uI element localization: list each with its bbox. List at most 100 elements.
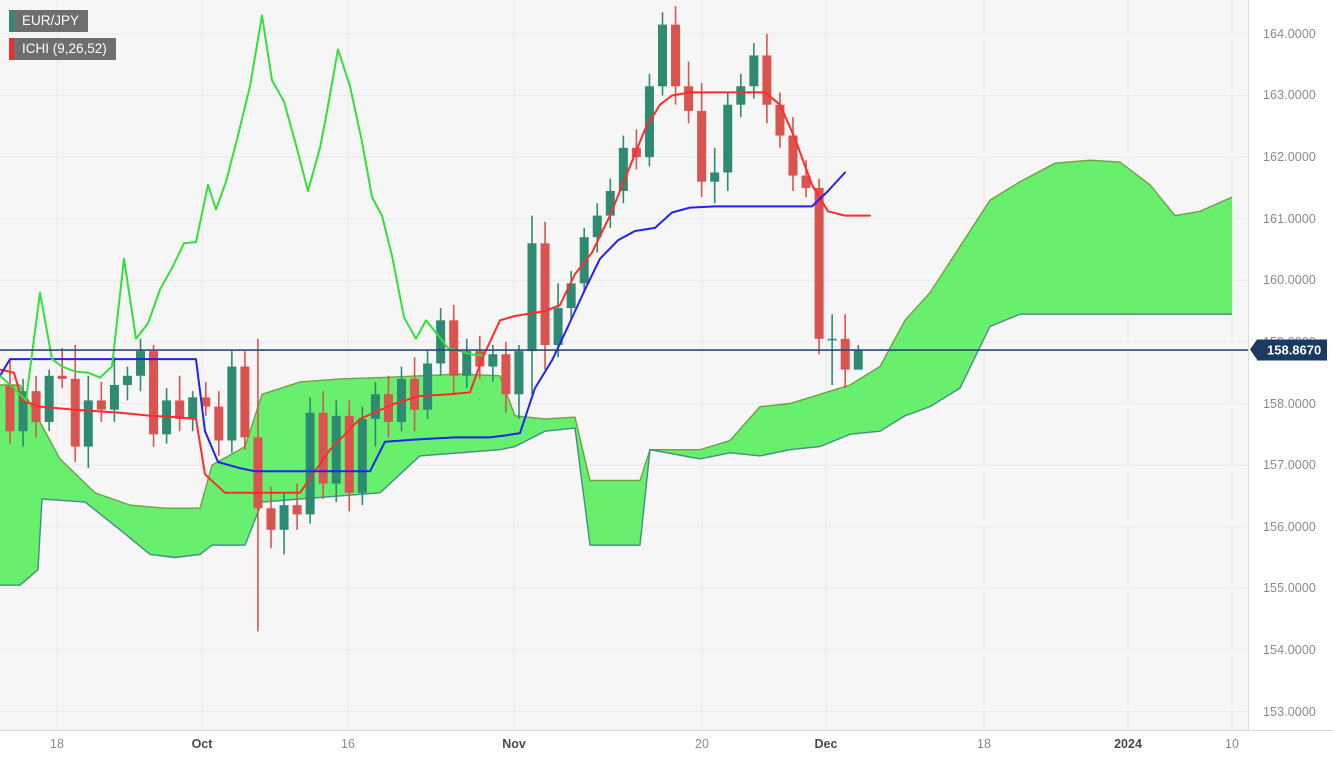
candle-body[interactable] [96, 400, 106, 410]
candle-body[interactable] [488, 354, 498, 367]
candle-body[interactable] [853, 349, 863, 370]
candle-body[interactable] [214, 406, 224, 441]
legend-symbol-label: EUR/JPY [14, 10, 89, 32]
candle-body[interactable] [149, 351, 159, 435]
candle-body[interactable] [592, 215, 602, 238]
candle-body[interactable] [279, 505, 289, 530]
time-tick-label: Oct [191, 737, 213, 751]
last-price-badge: 158.8670 [1249, 339, 1328, 361]
candle-body[interactable] [736, 86, 746, 105]
price-tick-label: 163.0000 [1263, 88, 1316, 103]
candle-body[interactable] [684, 86, 694, 111]
candle-body[interactable] [814, 187, 824, 339]
candle-body[interactable] [201, 397, 211, 407]
kijun-sen-line [0, 171, 846, 473]
candle-body[interactable] [175, 400, 185, 419]
candle-body[interactable] [449, 320, 459, 376]
candle-body[interactable] [266, 508, 276, 530]
candle-body[interactable] [749, 55, 759, 87]
candle-swatch-icon [9, 10, 14, 32]
time-tick-label: 2024 [1114, 737, 1142, 751]
candle-body[interactable] [514, 351, 524, 395]
candle-body[interactable] [305, 412, 315, 515]
price-tick-label: 160.0000 [1263, 273, 1316, 288]
candle-body[interactable] [83, 400, 93, 447]
candle-body[interactable] [331, 415, 341, 484]
candle-body[interactable] [44, 375, 54, 422]
candle-body[interactable] [136, 351, 145, 376]
candle-body[interactable] [18, 391, 28, 432]
candle-body[interactable] [31, 391, 41, 422]
candle-body[interactable] [775, 104, 785, 136]
price-tick-label: 157.0000 [1263, 458, 1316, 473]
candle-body[interactable] [579, 237, 589, 284]
price-tick-label: 158.0000 [1263, 396, 1316, 411]
price-tick-label: 156.0000 [1263, 519, 1316, 534]
candle-body[interactable] [671, 24, 681, 87]
price-tick-label: 155.0000 [1263, 581, 1316, 596]
candle-body[interactable] [475, 351, 485, 367]
chart-plot-area[interactable] [0, 0, 1248, 730]
candle-body[interactable] [788, 135, 798, 176]
price-tick-label: 162.0000 [1263, 150, 1316, 165]
candle-body[interactable] [710, 172, 720, 182]
candle-body[interactable] [618, 147, 628, 191]
candle-body[interactable] [553, 308, 563, 345]
candle-body[interactable] [370, 394, 380, 419]
candle-body[interactable] [410, 378, 420, 410]
candle-body[interactable] [383, 394, 393, 422]
candle-body[interactable] [423, 363, 433, 410]
indicator-swatch-icon [9, 38, 14, 60]
price-tick-label: 164.0000 [1263, 26, 1316, 41]
candle-body[interactable] [122, 375, 132, 386]
candle-body[interactable] [57, 375, 67, 379]
candle-body[interactable] [357, 418, 367, 493]
candle-body[interactable] [827, 338, 837, 341]
candle-body[interactable] [501, 354, 511, 395]
time-tick-label: 10 [1225, 737, 1239, 751]
candle-body[interactable] [188, 397, 198, 419]
time-tick-label: 18 [977, 737, 991, 751]
legend-item-symbol[interactable]: EUR/JPY [9, 10, 89, 32]
price-tick-label: 153.0000 [1263, 704, 1316, 719]
time-axis[interactable]: 18 Oct 16 Nov 20 Dec 18 2024 10 [0, 730, 1333, 757]
candle-body[interactable] [723, 104, 733, 173]
candle-body[interactable] [605, 190, 615, 216]
senkou-span-a-line [0, 159, 1233, 509]
candle-body[interactable] [240, 366, 250, 438]
price-tick-label: 161.0000 [1263, 211, 1316, 226]
candle-body[interactable] [840, 338, 850, 370]
candle-body[interactable] [253, 437, 263, 509]
legend-indicator-label: ICHI (9,26,52) [14, 38, 116, 60]
candle-body[interactable] [462, 351, 472, 376]
candle-body[interactable] [697, 110, 707, 182]
candle-body[interactable] [658, 24, 667, 87]
candle-body[interactable] [436, 320, 446, 364]
chart-canvas [0, 0, 1248, 730]
tenkan-sen-line [0, 91, 871, 494]
candle-body[interactable] [292, 505, 302, 515]
time-tick-label: 16 [341, 737, 355, 751]
price-axis[interactable]: 164.0000 163.0000 162.0000 161.0000 160.0000… [1248, 0, 1333, 730]
candle-body[interactable] [70, 378, 80, 447]
candle-body[interactable] [566, 283, 576, 309]
candle-body[interactable] [5, 385, 15, 432]
chart-legend: EUR/JPY ICHI (9,26,52) [9, 10, 116, 66]
candle-body[interactable] [344, 415, 354, 493]
candle-body[interactable] [527, 243, 537, 352]
candle-body[interactable] [801, 175, 811, 188]
time-tick-label: 18 [50, 737, 64, 751]
time-tick-label: 20 [695, 737, 709, 751]
candle-body[interactable] [540, 243, 550, 345]
price-tick-label: 154.0000 [1263, 642, 1316, 657]
kumo-cloud-bullish [0, 160, 1232, 586]
candle-body[interactable] [227, 366, 237, 441]
candle-body[interactable] [762, 55, 772, 105]
chikou-span-line [0, 14, 483, 402]
candle-body[interactable] [397, 378, 406, 422]
candle-body[interactable] [109, 385, 119, 410]
legend-item-indicator[interactable]: ICHI (9,26,52) [9, 38, 116, 60]
senkou-span-b-line [0, 313, 1232, 586]
candle-body[interactable] [318, 412, 328, 484]
